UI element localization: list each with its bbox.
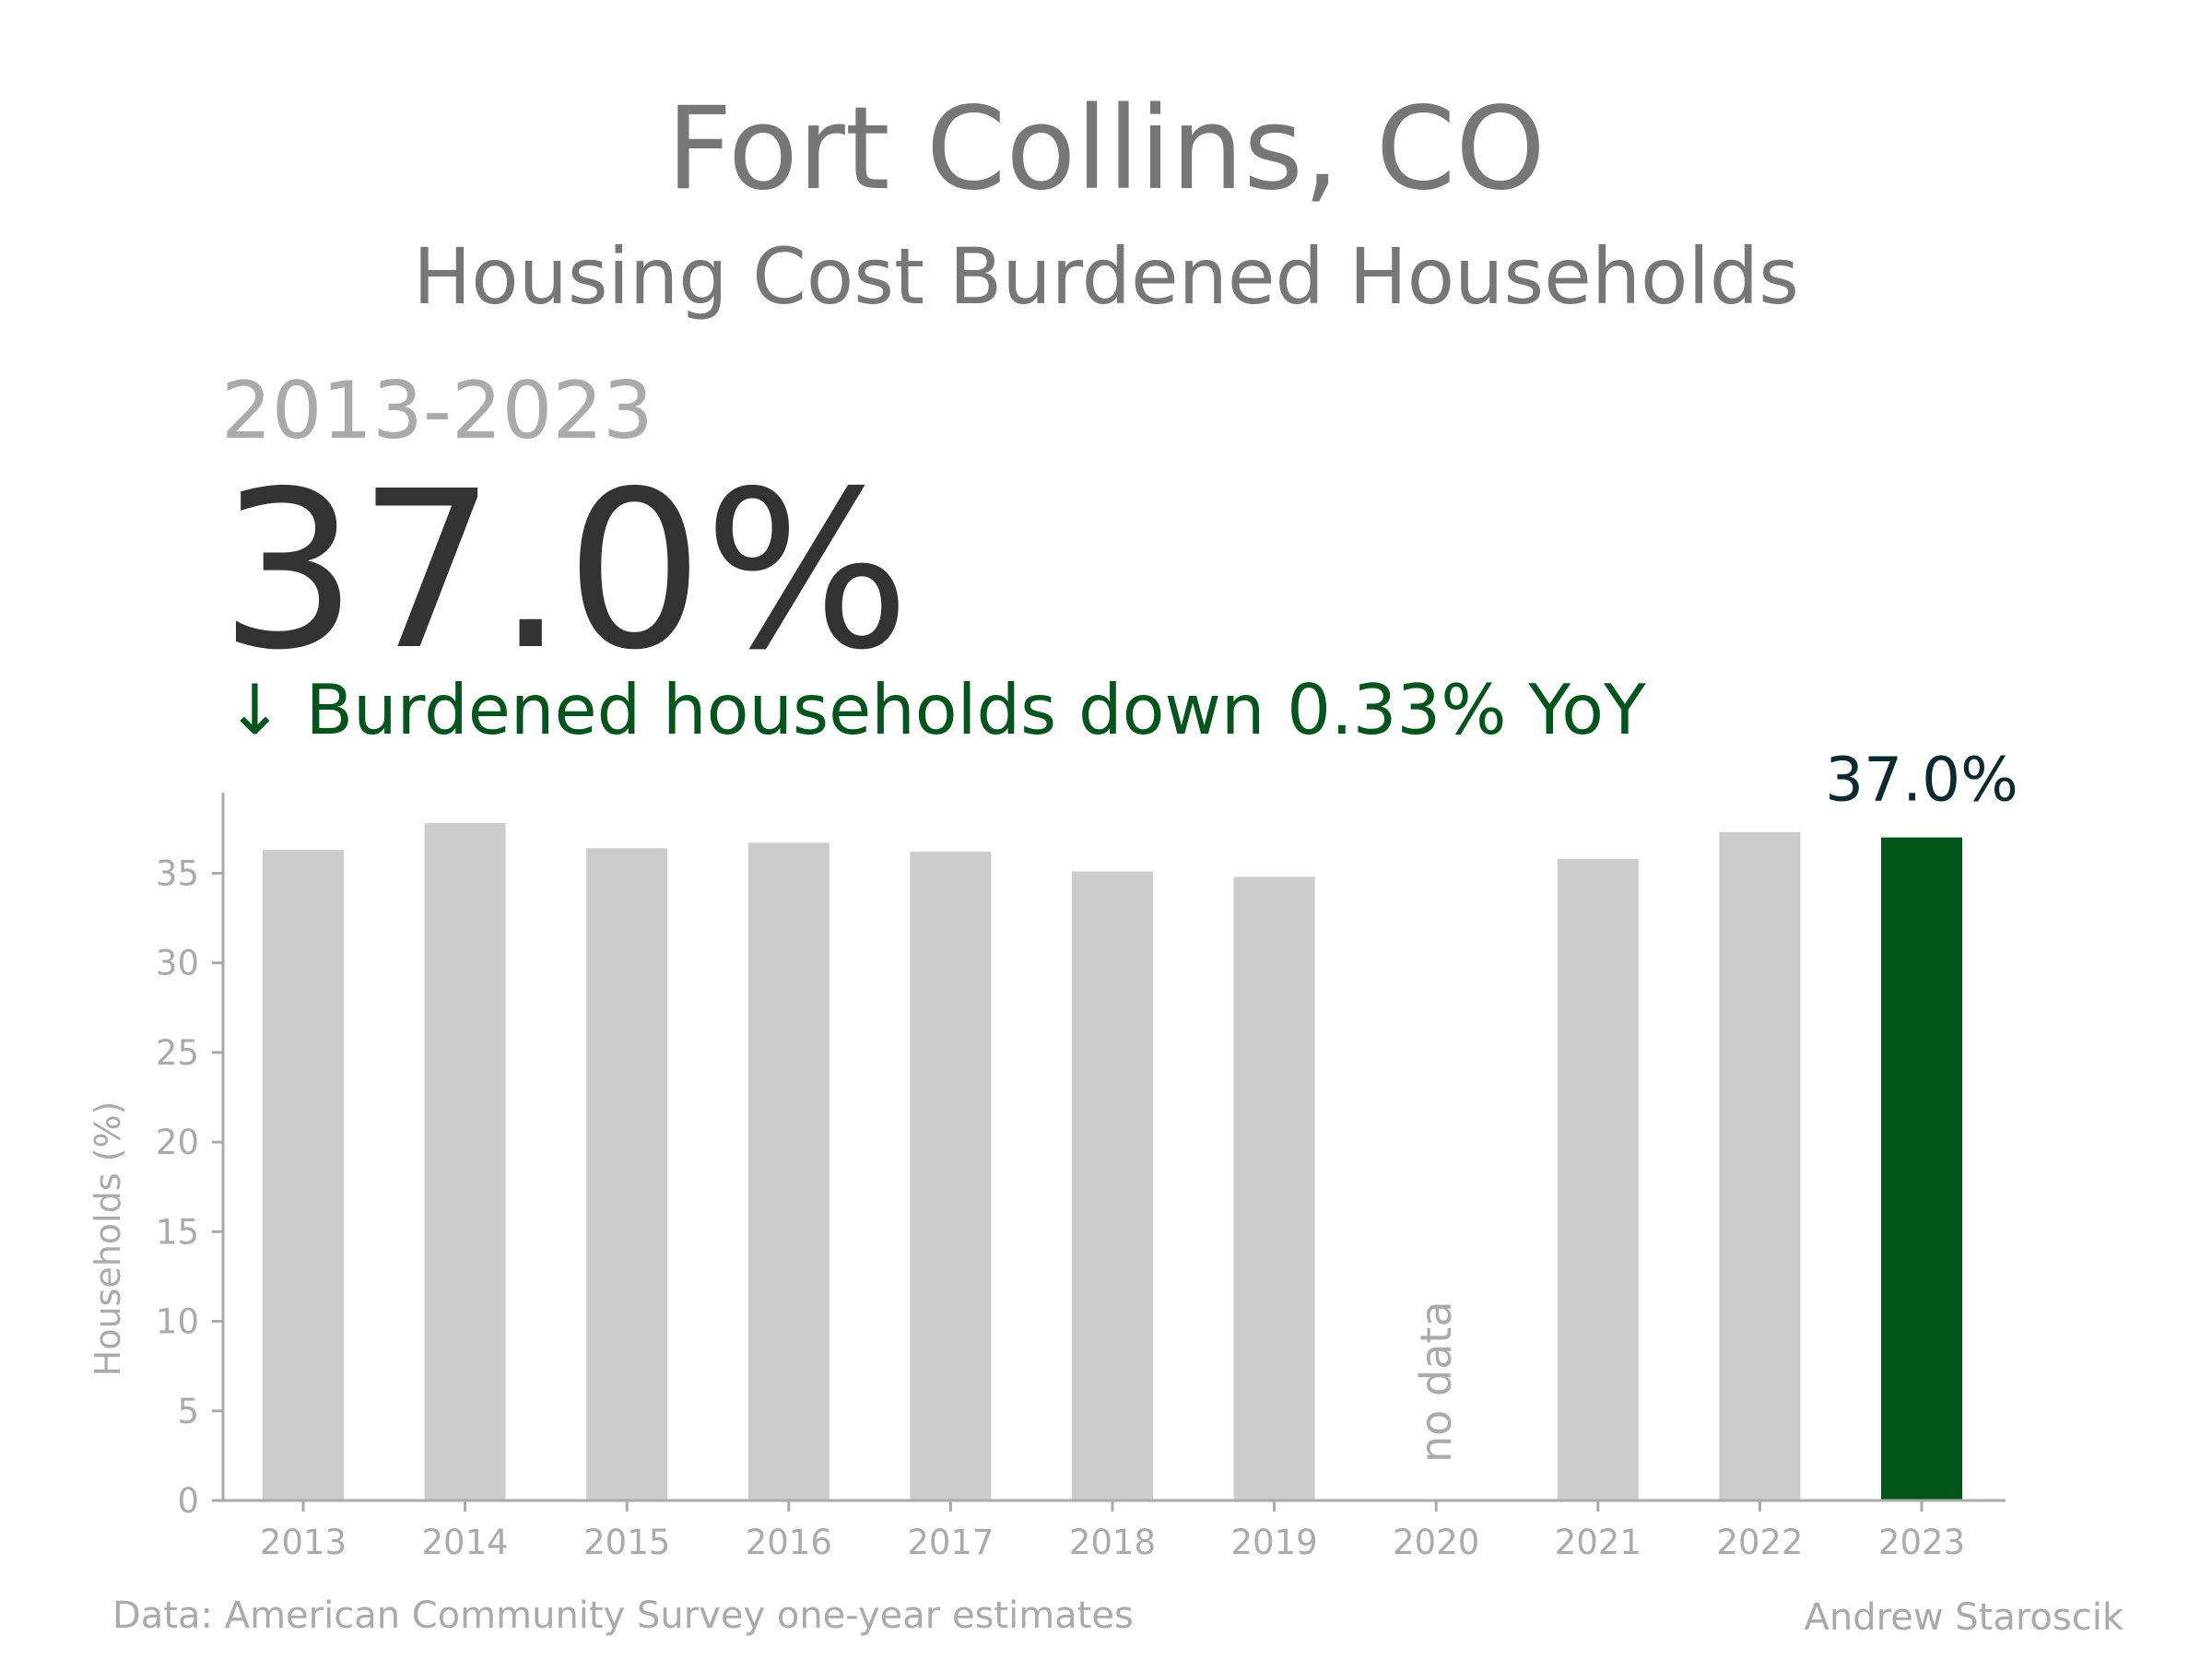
- bar-2017: [910, 852, 992, 1500]
- x-tick-label: 2021: [1555, 1523, 1641, 1562]
- author-credit: Andrew Staroscik: [1804, 1596, 2124, 1639]
- y-tick-label: 25: [156, 1033, 199, 1073]
- y-tick-label: 5: [177, 1392, 199, 1431]
- data-source-note: Data: American Community Survey one-year…: [112, 1594, 1134, 1637]
- headline-value: 37.0%: [219, 444, 911, 698]
- period-label: 2013-2023: [221, 365, 653, 457]
- no-data-annotation: no data: [1411, 1300, 1461, 1463]
- y-tick-label: 30: [156, 944, 199, 983]
- bar-2013: [263, 850, 344, 1500]
- bar-2016: [747, 842, 830, 1500]
- yoy-change-text: ↓ Burdened households down 0.33% YoY: [226, 669, 1646, 750]
- bar-2014: [424, 823, 506, 1500]
- x-tick-label: 2016: [746, 1523, 832, 1562]
- bar-2019: [1233, 877, 1315, 1500]
- y-tick-label: 20: [156, 1123, 199, 1162]
- x-axis-ticks: 2013 2014 2015 2016 2017 2018 2019 2020 2021 2022…: [260, 1500, 1965, 1562]
- x-tick-label: 2022: [1716, 1523, 1803, 1562]
- bar-2023: [1881, 837, 1962, 1500]
- y-tick-label: 35: [156, 853, 199, 893]
- x-tick-label: 2015: [583, 1523, 670, 1562]
- y-tick-label: 15: [156, 1212, 199, 1252]
- bar-2018: [1072, 871, 1153, 1500]
- bar-2021: [1557, 858, 1639, 1500]
- bar-2015: [586, 848, 668, 1500]
- y-axis-label: Households (%): [88, 1101, 128, 1377]
- x-tick-label: 2018: [1069, 1523, 1156, 1562]
- chart-title: Fort Collins, CO: [666, 83, 1546, 216]
- x-tick-label: 2013: [260, 1523, 347, 1562]
- x-tick-label: 2014: [422, 1523, 509, 1562]
- x-tick-label: 2019: [1231, 1523, 1318, 1562]
- chart-subtitle: Housing Cost Burdened Households: [413, 231, 1799, 322]
- x-tick-label: 2020: [1393, 1523, 1479, 1562]
- y-tick-label: 0: [177, 1481, 199, 1521]
- x-tick-label: 2023: [1878, 1523, 1965, 1562]
- y-tick-label: 10: [156, 1302, 199, 1342]
- x-tick-label: 2017: [907, 1523, 994, 1562]
- highlight-value-label: 37.0%: [1825, 745, 2018, 816]
- bar-2022: [1719, 831, 1801, 1500]
- y-axis-ticks: 0 5 10 15 20 25 30 35: [156, 853, 223, 1521]
- bar-group: [263, 823, 1962, 1500]
